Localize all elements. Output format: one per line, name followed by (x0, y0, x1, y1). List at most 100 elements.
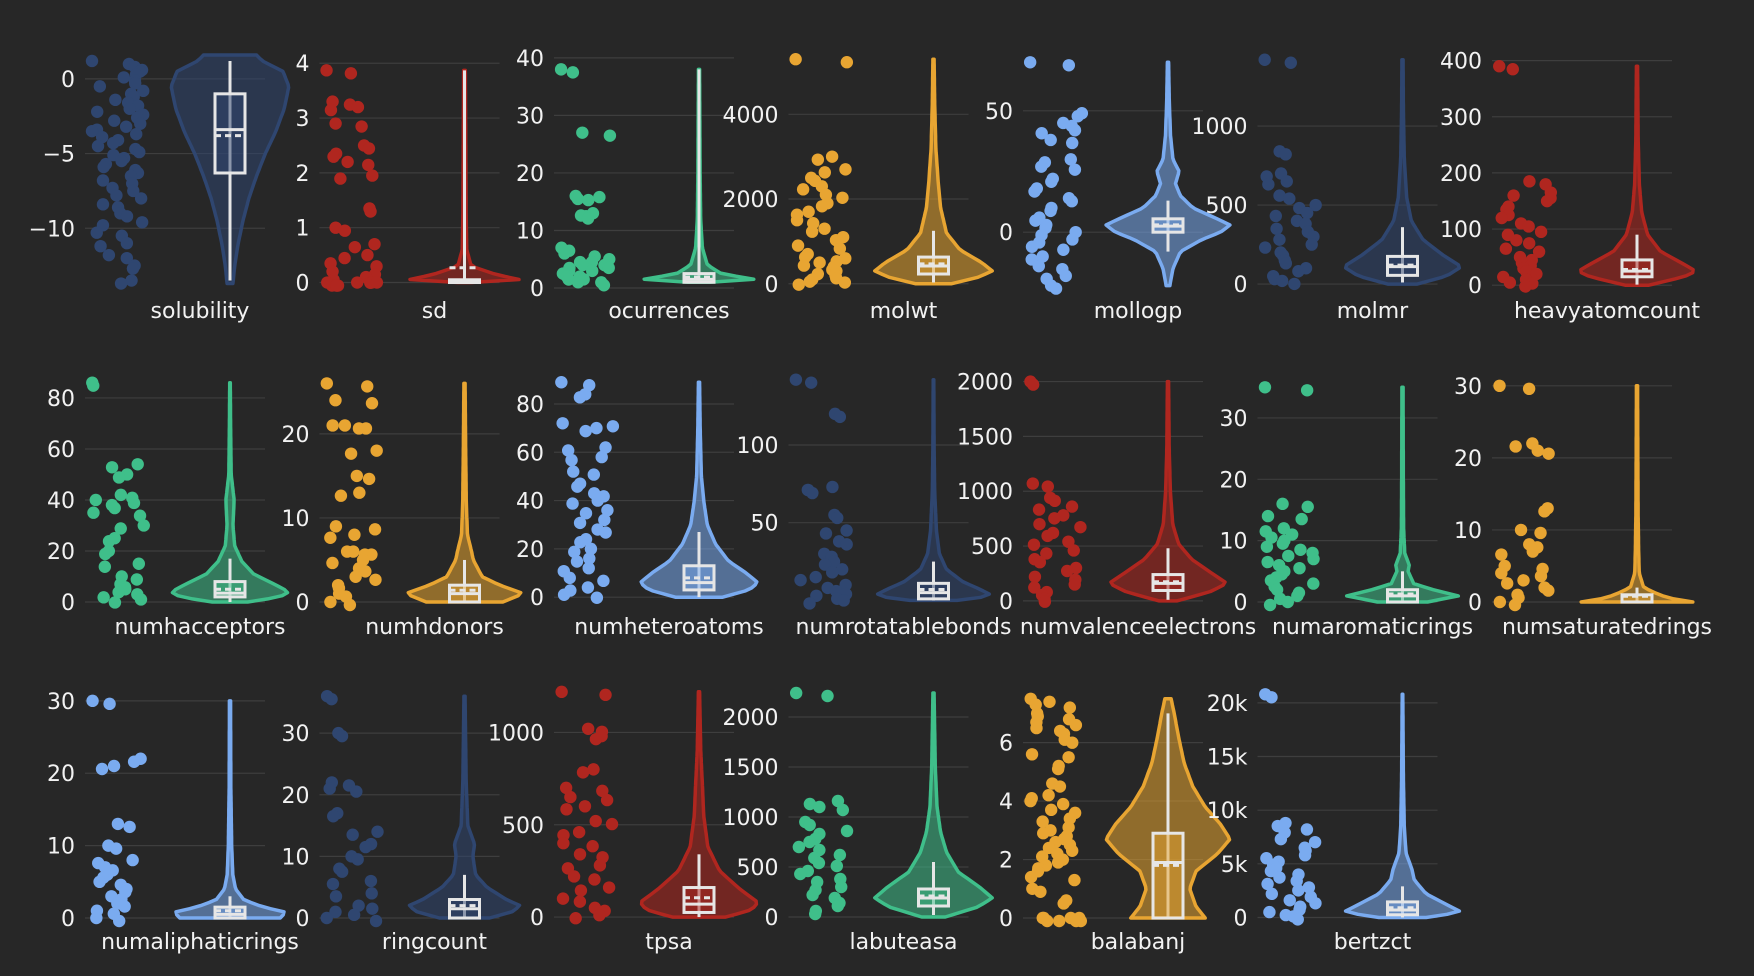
data-point (571, 276, 585, 289)
data-point (806, 486, 819, 500)
data-point (324, 531, 337, 544)
y-tick-label: 80 (516, 393, 544, 418)
y-tick-label: 4000 (723, 103, 779, 128)
data-point (1035, 160, 1048, 173)
data-point (582, 193, 595, 207)
data-point (562, 273, 575, 286)
data-point (1023, 56, 1037, 69)
data-point (350, 785, 363, 798)
data-point (324, 103, 338, 117)
panel-label: heavyatomcount (1514, 299, 1700, 324)
data-point (1499, 242, 1513, 255)
data-point (566, 497, 579, 510)
y-tick-label: 300 (1440, 106, 1482, 131)
data-point (1068, 124, 1082, 137)
data-point (572, 825, 586, 839)
data-point (1534, 569, 1548, 583)
data-point (364, 874, 378, 888)
data-point (573, 848, 587, 861)
data-point (1044, 204, 1057, 218)
data-point (1068, 873, 1081, 887)
y-tick-label: 3 (296, 107, 310, 132)
data-point (1035, 127, 1048, 140)
data-point (1040, 547, 1053, 560)
panel-molmr: 0 500 1000 molmr (1192, 53, 1462, 324)
data-point (135, 216, 149, 229)
data-point (563, 571, 576, 585)
violin-shape (1579, 384, 1695, 604)
data-point (123, 102, 136, 115)
panel-label: numaromaticrings (1272, 615, 1473, 640)
data-point (323, 782, 336, 795)
data-point (574, 536, 587, 549)
data-point (1258, 53, 1271, 66)
data-point (1041, 480, 1054, 493)
data-point (1540, 194, 1554, 208)
data-point (1062, 59, 1076, 72)
data-point (112, 914, 126, 928)
data-point (587, 763, 600, 776)
data-point (819, 527, 833, 540)
data-point (596, 784, 609, 798)
data-point (366, 169, 379, 182)
data-point (598, 513, 611, 527)
data-point (570, 555, 584, 568)
y-tick-label: 2000 (957, 371, 1013, 396)
data-point (1508, 598, 1522, 612)
data-point (1510, 234, 1523, 247)
data-point (1509, 440, 1522, 453)
data-point (1265, 887, 1279, 901)
data-point (1281, 595, 1294, 609)
data-point (557, 837, 570, 850)
data-point (1032, 503, 1046, 516)
data-point (804, 376, 818, 389)
data-point (1044, 133, 1057, 147)
data-point (789, 373, 803, 386)
y-tick-label: 0 (1234, 591, 1248, 616)
data-point (840, 538, 853, 551)
data-point (602, 881, 616, 894)
y-tick-label: 20 (1454, 447, 1482, 472)
data-point (114, 277, 128, 290)
y-tick-label: 0 (765, 273, 779, 298)
data-point (126, 262, 140, 275)
data-point (110, 189, 123, 202)
y-tick-label: 0 (1468, 274, 1482, 299)
y-tick-label: 2000 (723, 188, 779, 213)
data-point (606, 420, 620, 433)
data-point (826, 480, 839, 494)
data-point (589, 814, 602, 828)
data-point (1068, 578, 1081, 591)
data-point (1043, 695, 1056, 708)
data-point (1025, 240, 1039, 253)
data-point (107, 136, 120, 150)
data-point (120, 210, 134, 223)
data-point (574, 884, 588, 897)
data-point (320, 911, 333, 925)
data-point (1307, 552, 1320, 566)
data-point (579, 424, 592, 438)
y-tick-label: 30 (1454, 375, 1482, 400)
panel-label: bertzct (1334, 930, 1412, 955)
data-point (1262, 178, 1275, 191)
data-point (1495, 548, 1508, 561)
data-point (366, 902, 379, 915)
y-tick-label: 0 (999, 907, 1013, 932)
data-point (597, 574, 610, 588)
data-point (564, 790, 577, 804)
data-point (365, 887, 378, 900)
data-point (112, 471, 126, 484)
data-point (111, 817, 125, 831)
data-point (1534, 225, 1548, 239)
data-point (818, 222, 831, 235)
violin-shape (873, 57, 994, 286)
data-point (837, 594, 850, 607)
panel-label: numhacceptors (114, 615, 285, 640)
data-point (131, 458, 144, 471)
data-point (1517, 574, 1530, 587)
data-point (1025, 748, 1039, 761)
data-point (569, 912, 582, 925)
violin-shape (406, 381, 523, 604)
data-point (85, 124, 99, 138)
data-point (103, 697, 116, 711)
